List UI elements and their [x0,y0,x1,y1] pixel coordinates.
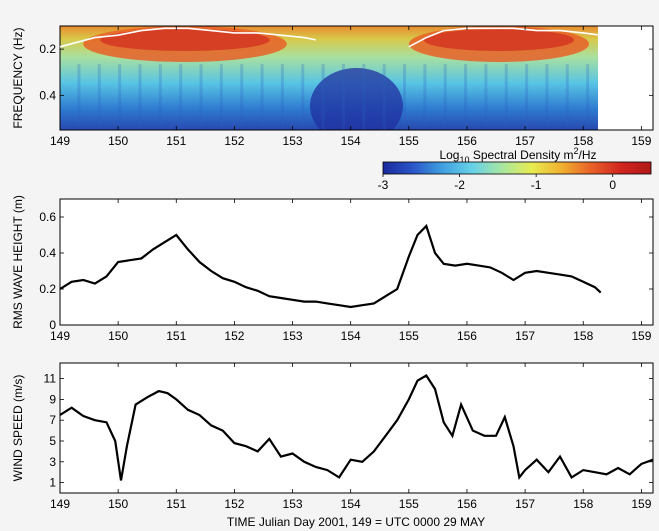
spectral-streak [179,64,182,130]
x-tick-label: 157 [515,497,535,511]
y-tick-label: 0.4 [39,88,56,102]
spectral-streak [383,64,386,130]
wave-height-y-axis-label: RMS WAVE HEIGHT (m) [11,195,25,329]
y-tick-label: 0.4 [39,246,56,260]
x-tick-label: 154 [341,329,361,343]
spectral-streak [159,64,162,130]
spectral-streak [77,64,80,130]
x-tick-label: 150 [108,329,128,343]
y-tick-label: 9 [49,392,56,406]
x-tick-label: 156 [457,497,477,511]
spectral-streak [118,64,121,130]
colorbar-gradient [383,162,651,174]
wind-speed-panel: 1 3 5 7 9 11 149 150 151 152 153 154 155 156 157 158 15… [11,363,653,529]
x-tick-label: 152 [224,329,244,343]
spectral-streak [220,64,223,130]
spectral-streak [403,64,406,130]
spectral-streak [566,64,569,130]
x-tick-label: 152 [224,497,244,511]
colorbar: Log10 Spectral Density m2/Hz -3 -2 -1 0 [378,146,651,192]
spectral-streak [281,64,284,130]
colorbar-label-middle: Spectral Density m [469,148,573,162]
peak-energy-core [424,29,574,51]
y-tick-label: 0.2 [39,282,56,296]
x-tick-label: 159 [631,134,651,148]
x-tick-label: 150 [108,497,128,511]
y-tick-label: 11 [44,372,57,386]
spectral-streak [505,64,508,130]
colorbar-label-suffix: /Hz [579,148,597,162]
x-tick-label: 149 [50,497,70,511]
spectral-streak [586,64,589,130]
time-x-axis-label: TIME Julian Day 2001, 149 = UTC 0000 29 … [227,515,485,529]
spectral-streak [240,64,243,130]
colorbar-tick-label: 0 [609,178,616,192]
x-tick-label: 157 [515,329,535,343]
wind-speed-frame [60,363,653,493]
spectrogram-empty-area [598,26,653,130]
x-tick-label: 154 [341,134,361,148]
x-tick-label: 155 [399,497,419,511]
x-tick-label: 156 [457,134,477,148]
y-tick-label: 1 [49,476,56,490]
x-tick-label: 151 [166,134,186,148]
x-tick-label: 159 [631,329,651,343]
x-tick-label: 153 [283,329,303,343]
spectral-streak [322,64,325,130]
x-tick-label: 153 [283,134,303,148]
wave-height-panel: 0 0.2 0.4 0.6 149 150 151 152 153 154 155 156 157 15… [11,195,653,343]
y-tick-label: 3 [49,455,56,469]
colorbar-tick-label: -1 [531,178,542,192]
x-tick-label: 149 [50,134,70,148]
spectral-streak [261,64,264,130]
x-tick-label: 155 [399,329,419,343]
colorbar-tick-label: -2 [454,178,465,192]
spectral-streak [362,64,365,130]
x-tick-label: 155 [399,134,419,148]
spectral-streak [525,64,528,130]
y-tick-label: 0.6 [39,210,56,224]
x-tick-label: 159 [631,497,651,511]
y-tick-label: 0.2 [39,42,56,56]
spectral-streak [545,64,548,130]
x-tick-label: 151 [166,329,186,343]
x-tick-label: 150 [108,134,128,148]
x-tick-label: 154 [341,497,361,511]
spectrogram-y-axis-label: FREQUENCY (Hz) [11,27,25,128]
colorbar-tick-label: -3 [378,178,389,192]
y-tick-label: 5 [49,434,56,448]
spectral-streak [423,64,426,130]
colorbar-label-prefix: Log [439,148,459,162]
x-tick-label: 158 [573,329,593,343]
spectral-streak [200,64,203,130]
spectral-streak [464,64,467,130]
spectral-streak [342,64,345,130]
x-tick-label: 157 [515,134,535,148]
spectral-streak [138,64,141,130]
x-tick-label: 158 [573,497,593,511]
spectrogram-panel: 0.2 0.4 149 150 151 152 153 154 155 156 157 158 159… [11,26,653,148]
x-tick-label: 149 [50,329,70,343]
wind-speed-y-axis-label: WIND SPEED (m/s) [11,375,25,482]
x-tick-label: 152 [224,134,244,148]
x-tick-label: 151 [166,497,186,511]
y-tick-label: 7 [49,413,56,427]
spectral-streak [484,64,487,130]
x-tick-label: 156 [457,329,477,343]
spectral-streak [98,64,101,130]
spectral-streak [301,64,304,130]
spectral-streak [444,64,447,130]
colorbar-ticks: -3 -2 -1 0 [378,174,617,192]
x-tick-label: 153 [283,497,303,511]
